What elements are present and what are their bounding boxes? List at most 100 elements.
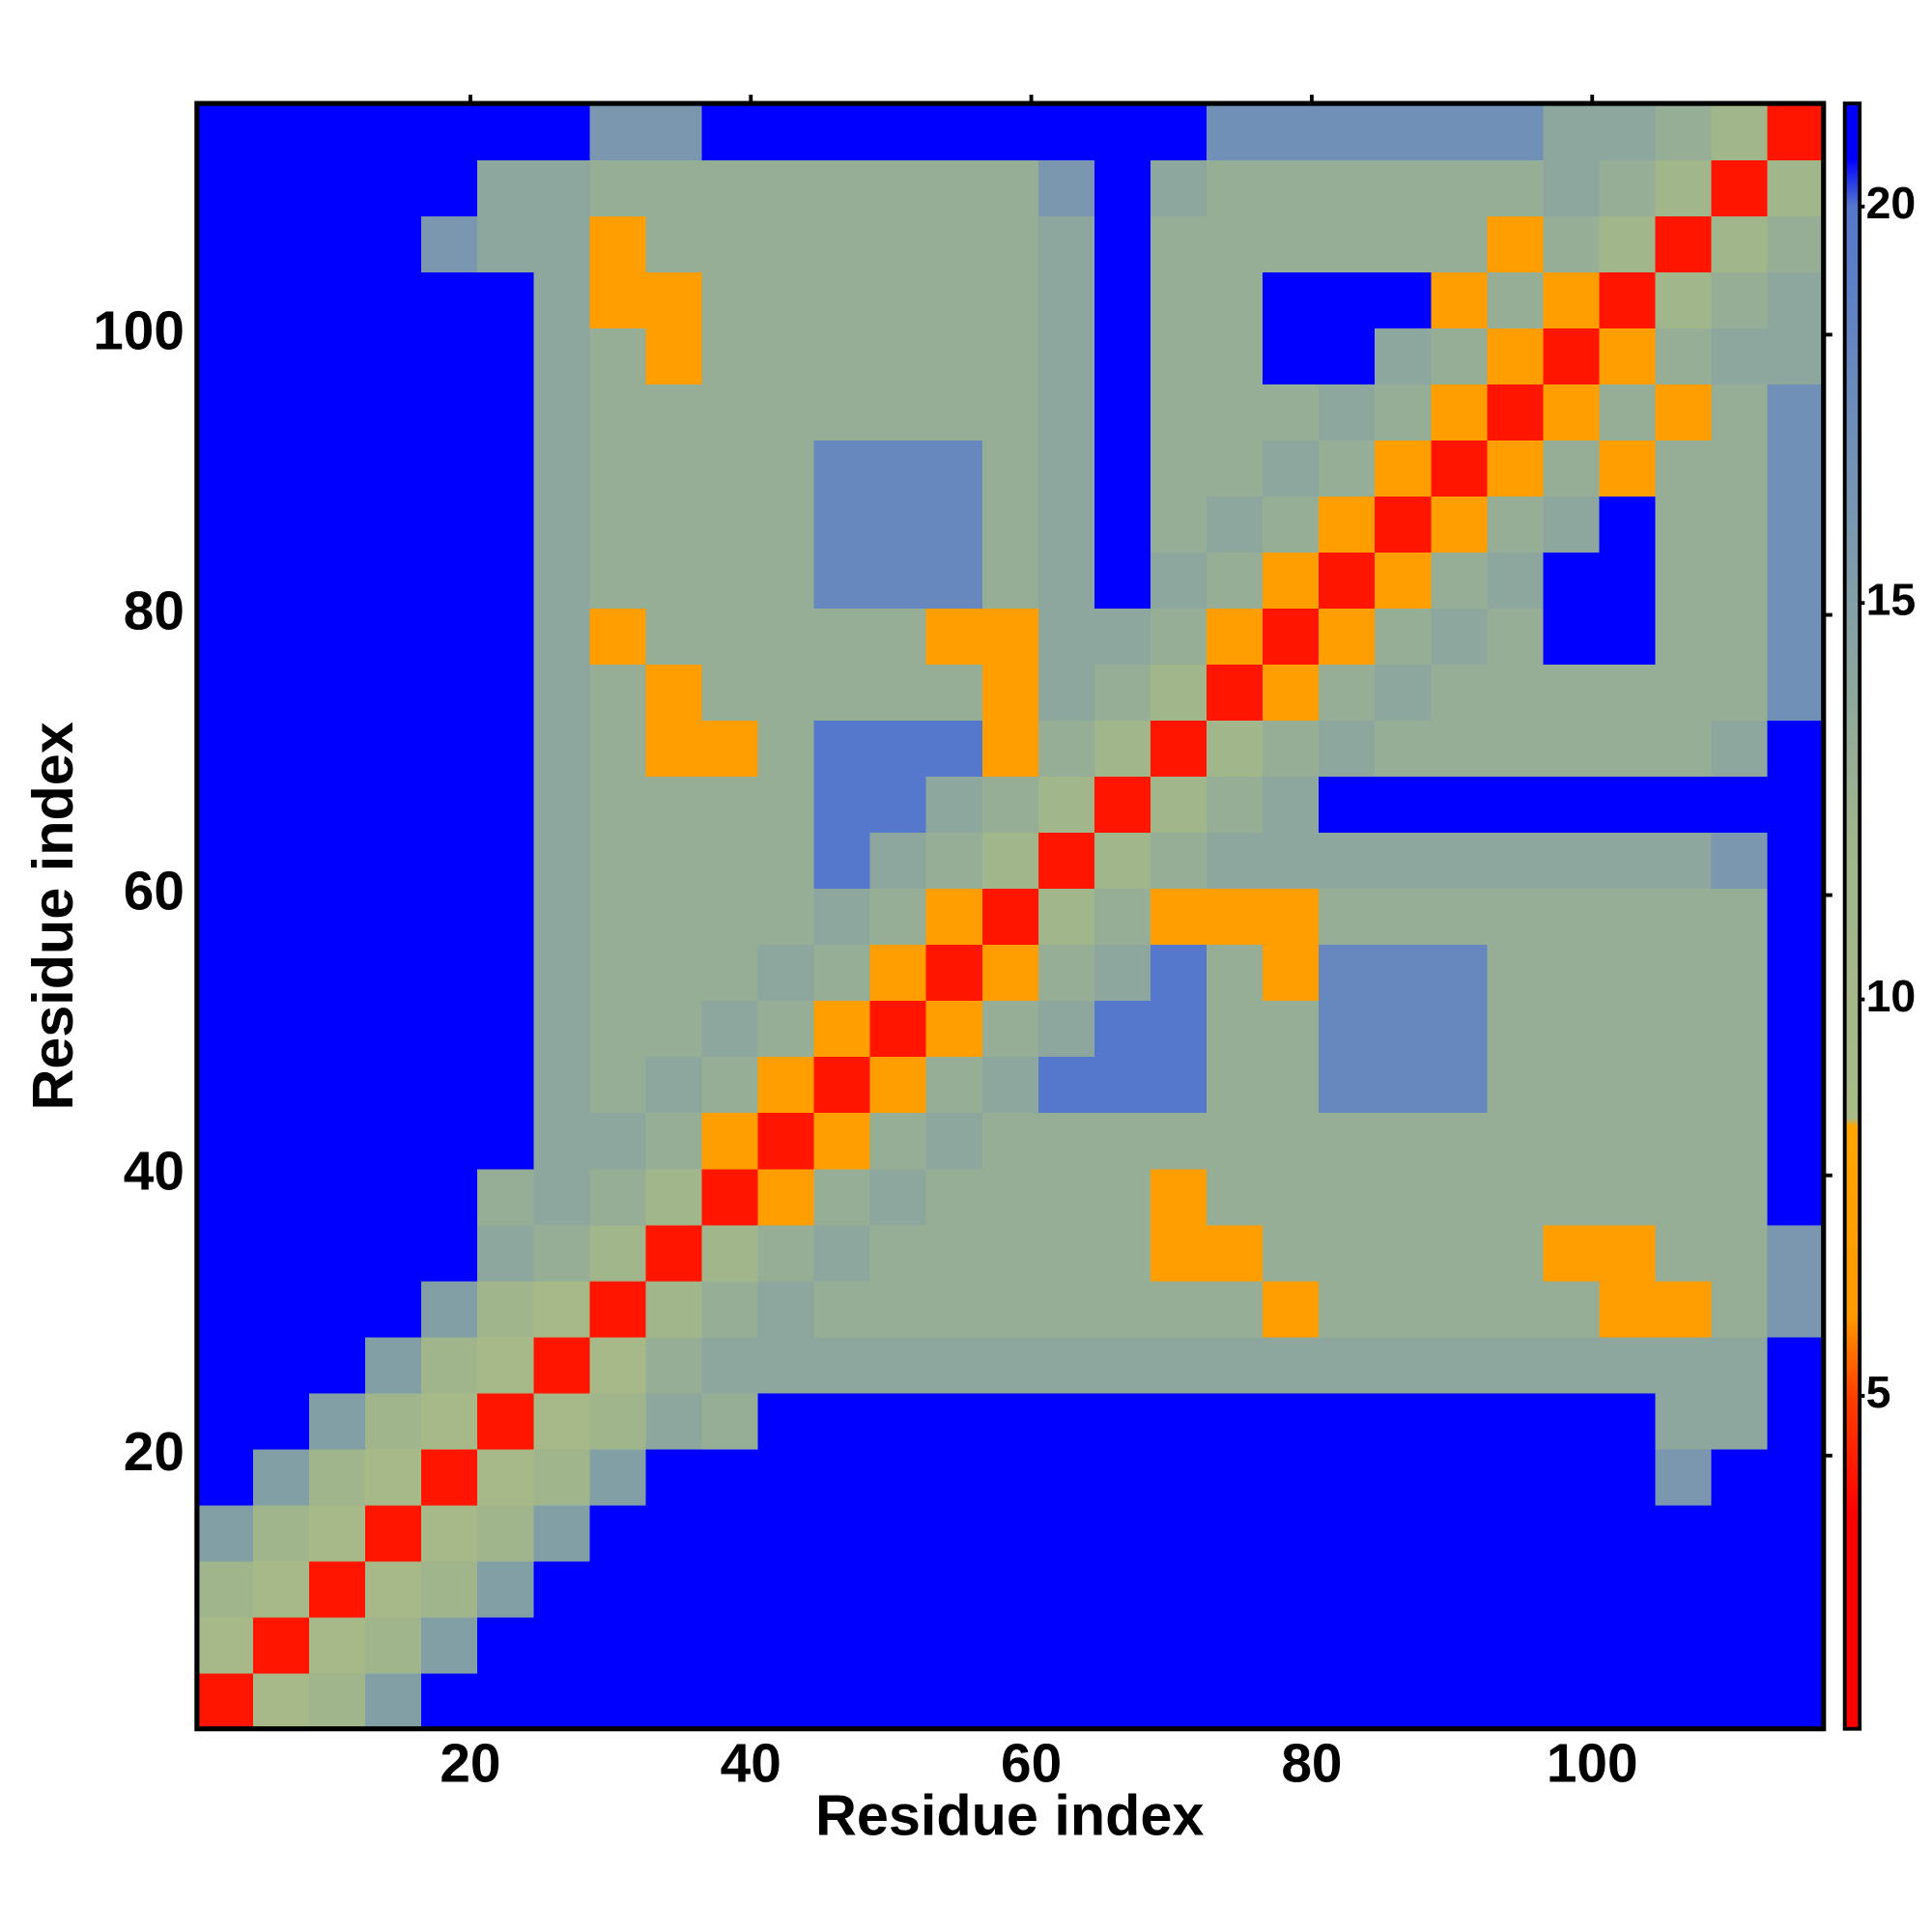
heatmap-cell (589, 1168, 647, 1226)
heatmap-cell (252, 327, 310, 384)
heatmap-cell (869, 384, 927, 440)
heatmap-cell (1431, 1056, 1489, 1114)
heatmap-cell (589, 888, 647, 946)
heatmap-cell (365, 1336, 422, 1394)
heatmap-cell (757, 1672, 815, 1730)
heatmap-cell (701, 327, 759, 384)
heatmap-cell (813, 327, 871, 384)
heatmap-cell (1094, 664, 1151, 722)
heatmap-cell (196, 1504, 254, 1562)
heatmap-cell (1263, 888, 1320, 946)
heatmap-cell (1319, 1280, 1376, 1338)
heatmap-cell (925, 664, 983, 722)
heatmap-cell (1767, 496, 1825, 554)
heatmap-cell (1263, 944, 1320, 1002)
x-tick-label: 20 (440, 1734, 500, 1795)
heatmap-cell (869, 1000, 927, 1058)
heatmap-cell (1487, 552, 1545, 610)
heatmap-cell (252, 888, 310, 946)
heatmap-cell (981, 1168, 1039, 1226)
heatmap-cell (645, 215, 703, 272)
heatmap-cell (869, 1224, 927, 1282)
heatmap-cell (1207, 1224, 1264, 1282)
heatmap-cell (533, 720, 591, 778)
heatmap-cell (421, 271, 478, 328)
heatmap-cell (1263, 1112, 1320, 1170)
heatmap-cell (1037, 1560, 1095, 1618)
heatmap-cell (1543, 215, 1601, 272)
heatmap-cell (1263, 1056, 1320, 1114)
heatmap-cell (1543, 159, 1601, 216)
heatmap-cell (1037, 832, 1095, 890)
heatmap-cell (477, 720, 535, 778)
heatmap-cell (869, 1280, 927, 1338)
heatmap-cell (309, 496, 366, 554)
heatmap-cell (421, 384, 478, 440)
heatmap-cell (1543, 1112, 1601, 1170)
heatmap-cell (421, 552, 478, 610)
heatmap-cell (813, 552, 871, 610)
heatmap-cell (533, 215, 591, 272)
heatmap-cell (1599, 776, 1657, 834)
heatmap-cell (757, 1168, 815, 1226)
heatmap-cell (1319, 1168, 1376, 1226)
heatmap-cell (1655, 888, 1713, 946)
heatmap-cell (421, 944, 478, 1002)
heatmap-cell (869, 327, 927, 384)
heatmap-cell (1543, 496, 1601, 554)
heatmap-cell (1037, 944, 1095, 1002)
heatmap-cell (1711, 1000, 1769, 1058)
heatmap-cell (365, 215, 422, 272)
heatmap-cell (196, 1000, 254, 1058)
heatmap-cell (1543, 664, 1601, 722)
heatmap-cell (813, 1672, 871, 1730)
heatmap-cell (252, 215, 310, 272)
heatmap-cell (645, 1056, 703, 1114)
heatmap-cell (925, 1448, 983, 1506)
heatmap-cell (533, 1000, 591, 1058)
heatmap-cell (1431, 1504, 1489, 1562)
heatmap-cell (757, 1000, 815, 1058)
heatmap-cell (1655, 776, 1713, 834)
heatmap (196, 103, 1825, 1730)
heatmap-cell (1431, 664, 1489, 722)
heatmap-cell (701, 1392, 759, 1450)
heatmap-cell (1767, 664, 1825, 722)
heatmap-cell (1037, 1448, 1095, 1506)
heatmap-cell (1207, 1448, 1264, 1506)
heatmap-cell (1767, 1616, 1825, 1674)
heatmap-cell (365, 1616, 422, 1674)
heatmap-cell (477, 496, 535, 554)
heatmap-cell (1431, 552, 1489, 610)
heatmap-cell (477, 888, 535, 946)
heatmap-cell (1263, 832, 1320, 890)
heatmap-cell (1487, 159, 1545, 216)
heatmap-cell (1767, 271, 1825, 328)
heatmap-cell (1094, 384, 1151, 440)
heatmap-cell (981, 944, 1039, 1002)
heatmap-cell (1487, 888, 1545, 946)
heatmap-cell (1319, 552, 1376, 610)
heatmap-cell (1375, 608, 1433, 666)
heatmap-cell (589, 664, 647, 722)
heatmap-cell (533, 1336, 591, 1394)
heatmap-cell (1543, 944, 1601, 1002)
heatmap-cell (981, 1336, 1039, 1394)
heatmap-cell (1037, 1672, 1095, 1730)
heatmap-cell (252, 776, 310, 834)
heatmap-cell (1263, 608, 1320, 666)
heatmap-cell (589, 1112, 647, 1170)
heatmap-cell (1487, 664, 1545, 722)
heatmap-cell (1431, 944, 1489, 1002)
heatmap-cell (1767, 215, 1825, 272)
heatmap-cell (533, 1056, 591, 1114)
heatmap-cell (1150, 1672, 1208, 1730)
heatmap-cell (365, 1280, 422, 1338)
heatmap-cell (1207, 1280, 1264, 1338)
heatmap-cell (1263, 776, 1320, 834)
heatmap-cell (196, 1616, 254, 1674)
heatmap-cell (1543, 271, 1601, 328)
heatmap-cell (1150, 1448, 1208, 1506)
heatmap-cell (1599, 888, 1657, 946)
heatmap-cell (1375, 1448, 1433, 1506)
